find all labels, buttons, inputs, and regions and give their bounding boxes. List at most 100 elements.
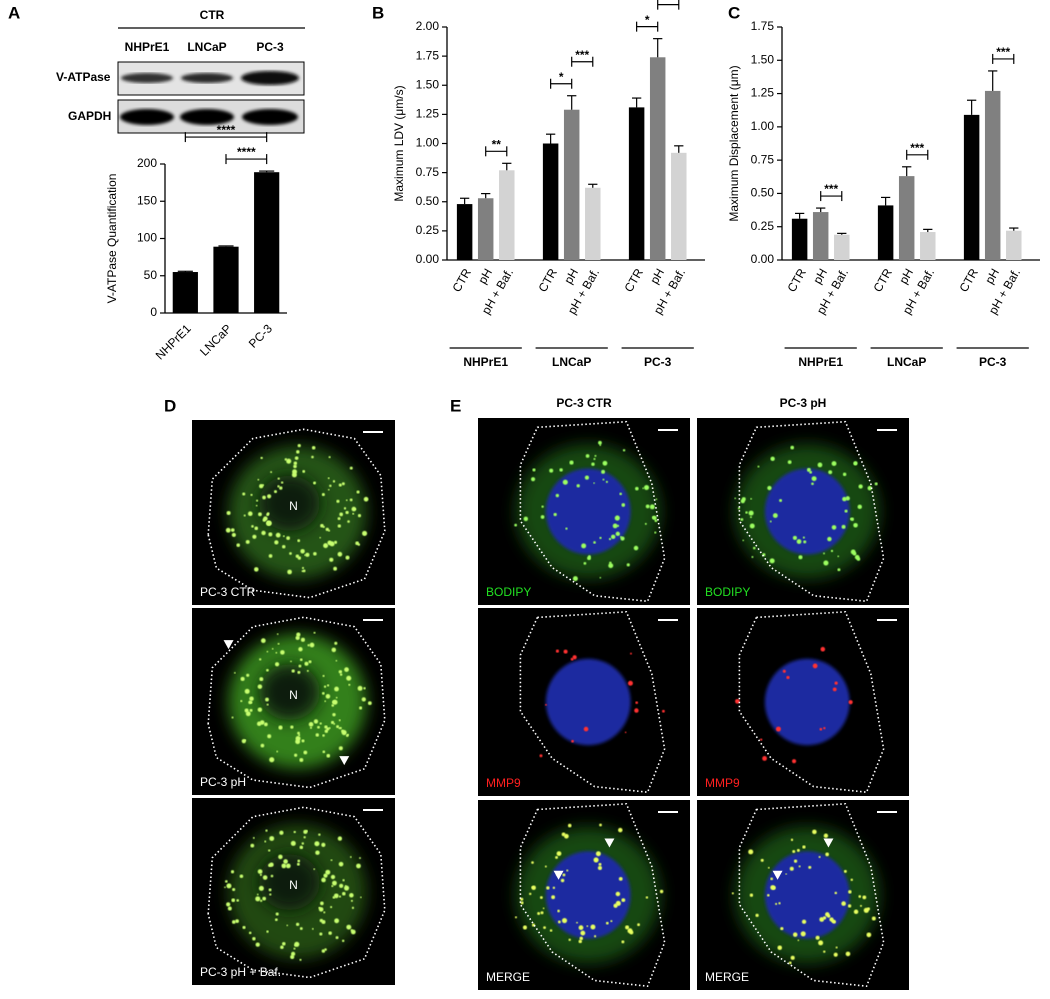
vesicle [265, 697, 269, 702]
vesicle [751, 555, 754, 558]
error-bar [502, 162, 512, 171]
nucleus [258, 475, 320, 531]
vesicle [242, 925, 246, 930]
vesicle [269, 836, 275, 841]
vesicle [337, 524, 341, 528]
vesicle [831, 525, 837, 530]
error-bar [259, 170, 275, 173]
vesicle [627, 680, 633, 686]
vesicle [735, 698, 740, 704]
vesicle [323, 685, 327, 688]
vesicle [282, 942, 286, 946]
vesicle [772, 513, 778, 518]
micrograph: PC-3 pH + Baf. N [192, 798, 395, 985]
vesicle [255, 504, 258, 507]
vesicle [792, 932, 798, 937]
vesicle [343, 507, 347, 510]
vesicle [857, 504, 862, 510]
vesicle [357, 543, 361, 546]
vesicle [257, 707, 263, 712]
micrograph: MMP9 [478, 608, 690, 796]
vesicle [792, 850, 796, 854]
significance-bracket [636, 21, 659, 32]
vesicle [544, 865, 547, 868]
vesicle [817, 462, 823, 468]
vesicle [762, 756, 767, 761]
vesicle [866, 907, 870, 911]
vesicle [356, 490, 360, 494]
vesicle [320, 901, 324, 906]
vesicle [268, 554, 273, 558]
error-bar [966, 99, 977, 115]
vesicle [231, 716, 234, 719]
vesicle [280, 650, 285, 655]
vesicle [266, 668, 269, 672]
vesicle [300, 637, 305, 642]
vesicle [812, 829, 817, 835]
error-bar [794, 212, 805, 219]
y-tick-label: 1.50 [751, 52, 775, 66]
bracket-label: * [645, 13, 650, 27]
vesicle [260, 743, 265, 748]
y-tick-label: 200 [137, 156, 157, 170]
vesicle [349, 466, 353, 470]
vesicle [578, 925, 584, 931]
vesicle [549, 468, 554, 473]
vesicle [349, 856, 352, 858]
vesicle [360, 896, 362, 899]
nucleus-label: N [289, 878, 298, 892]
lane-label: NHPrE1 [125, 40, 170, 54]
vesicle [523, 516, 529, 522]
error-bar [588, 183, 598, 188]
vesicle [852, 551, 857, 556]
bar [791, 218, 808, 260]
vesicle [337, 836, 343, 841]
bracket-label: *** [996, 45, 1010, 59]
vesicle [637, 923, 640, 927]
blot-header: CTR [200, 8, 225, 22]
vesicle [626, 563, 630, 567]
blot-row-label: V-ATPase [56, 70, 111, 84]
vesicle [643, 484, 650, 491]
vesicle [642, 487, 644, 490]
vesicle [797, 939, 800, 942]
vesicle [357, 685, 363, 691]
bar [628, 107, 645, 260]
vesicle [850, 878, 854, 882]
vesicle [227, 906, 232, 911]
vesicle [576, 921, 578, 924]
vesicle [734, 497, 737, 500]
vesicle [615, 891, 621, 897]
vesicle [299, 927, 303, 931]
vesicle [242, 492, 246, 496]
vesicle [313, 552, 317, 556]
vesicle [339, 673, 343, 676]
vesicle [834, 891, 838, 895]
cell-outline [738, 420, 885, 603]
vesicle [277, 485, 280, 488]
vesicle [299, 758, 304, 762]
vesicle [818, 855, 821, 859]
vesicle [270, 471, 273, 474]
vesicle [823, 552, 825, 555]
x-tick-label: CTR [536, 266, 561, 295]
vesicle [770, 885, 776, 891]
vesicle [749, 516, 752, 519]
vesicle [808, 865, 812, 869]
vesicle [256, 893, 259, 896]
vesicle [590, 924, 596, 930]
image-label: MMP9 [486, 776, 521, 790]
vesicle [654, 531, 657, 534]
vesicle [341, 939, 345, 943]
group-label: LNCaP [887, 355, 926, 369]
vesicle [240, 700, 243, 703]
bar [898, 176, 915, 260]
y-tick-label: 0.25 [751, 219, 775, 233]
micrograph: BODIPY [478, 418, 690, 605]
vesicle [248, 931, 252, 935]
vesicle [231, 898, 236, 903]
error-bar [1009, 227, 1019, 231]
panel-label: C [728, 3, 740, 22]
vesicle [800, 931, 806, 937]
